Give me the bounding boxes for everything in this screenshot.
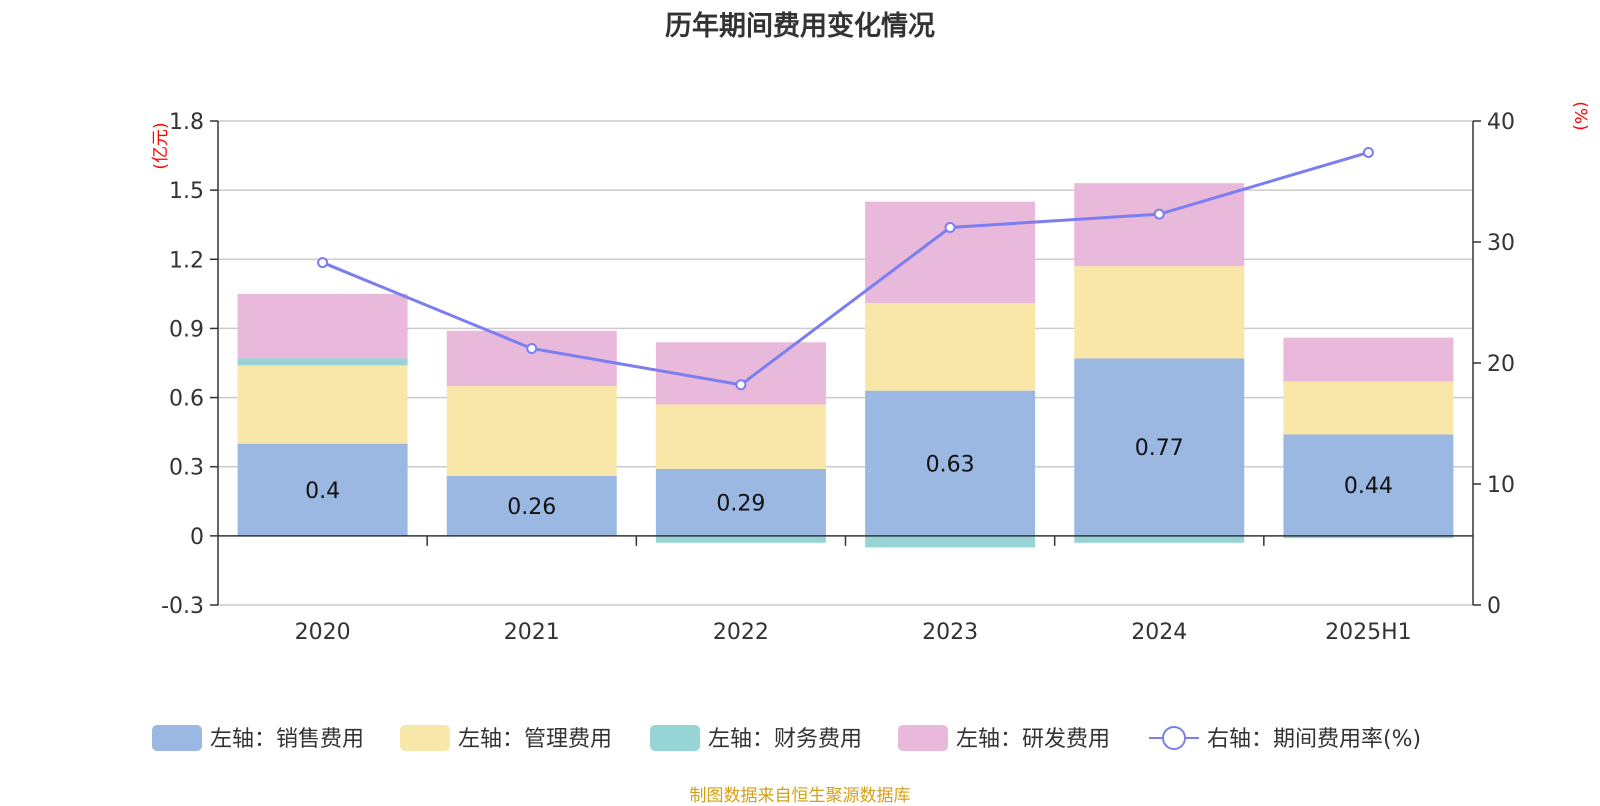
legend-label: 左轴：研发费用 xyxy=(956,727,1110,752)
rate-point xyxy=(317,257,329,269)
bar-segment xyxy=(446,386,617,476)
bar-segment xyxy=(865,201,1036,304)
category-label: 2020 xyxy=(295,620,351,645)
category-label: 2021 xyxy=(504,620,560,645)
legend-point-swatch xyxy=(1162,726,1186,750)
source-note: 制图数据来自恒生聚源数据库 xyxy=(689,786,911,806)
right-tick-label: 10 xyxy=(1487,473,1515,498)
bar-segment xyxy=(655,535,826,543)
legend-swatch xyxy=(152,725,202,751)
right-tick-label: 30 xyxy=(1487,231,1515,256)
right-tick-label: 20 xyxy=(1487,352,1515,377)
bar-segment xyxy=(865,303,1036,391)
left-tick-label: 1.5 xyxy=(169,179,204,204)
data-label: 0.77 xyxy=(1135,436,1184,461)
right-tick-label: 0 xyxy=(1487,594,1501,619)
legend: 左轴：销售费用 左轴：管理费用 左轴：财务费用 左轴：研发费用 右轴：期间费用率(%) xyxy=(152,725,1421,752)
left-tick-label: -0.3 xyxy=(161,594,204,619)
data-label: 0.4 xyxy=(305,479,340,504)
bar-segment xyxy=(655,404,826,470)
legend-swatch xyxy=(898,725,948,751)
right-axis-unit: (%) xyxy=(1570,101,1590,130)
left-tick-label: 1.8 xyxy=(169,110,204,135)
grid-layer xyxy=(218,120,1473,606)
data-label: 0.63 xyxy=(926,452,975,477)
rate-point xyxy=(944,221,956,233)
legend-label: 左轴：财务费用 xyxy=(708,727,862,752)
bar-segment xyxy=(446,475,617,536)
rate-point xyxy=(1362,146,1374,158)
left-tick-label: 0 xyxy=(190,525,204,550)
bar-segment xyxy=(1283,381,1454,435)
left-tick-label: 0.6 xyxy=(169,387,204,412)
chart-title: 历年期间费用变化情况 xyxy=(665,11,935,42)
bar-segment xyxy=(1074,535,1245,543)
legend-label: 左轴：管理费用 xyxy=(458,727,612,752)
bar-segment xyxy=(237,358,408,366)
bar-segment xyxy=(655,469,826,536)
bar-segment xyxy=(1283,337,1454,382)
rate-point xyxy=(735,379,747,391)
bar-segment xyxy=(237,293,408,359)
legend-swatch xyxy=(400,725,450,751)
left-axis-unit: (亿元) xyxy=(151,122,171,169)
bar-segment xyxy=(1283,434,1454,536)
bar-segment xyxy=(237,365,408,444)
data-label: 0.26 xyxy=(507,495,556,520)
left-tick-label: 1.2 xyxy=(169,248,204,273)
rate-point xyxy=(1153,208,1165,220)
left-tick-label: 0.9 xyxy=(169,317,204,342)
bar-segment xyxy=(1074,266,1245,359)
left-tick-label: 0.3 xyxy=(169,456,204,481)
bar-segment xyxy=(655,342,826,405)
data-label: 0.44 xyxy=(1344,474,1393,499)
legend-swatch xyxy=(650,725,700,751)
axis-layer: 1.8 1.5 1.2 0.9 0.6 0.3 0 -0.3 40 30 20 10 0 (亿元) (%) 2… xyxy=(151,101,1590,645)
bar-segment xyxy=(237,443,408,536)
bar-segment xyxy=(865,390,1036,536)
bar-segment xyxy=(1283,535,1454,539)
bar-layer xyxy=(237,183,1454,548)
legend-label: 左轴：销售费用 xyxy=(210,727,364,752)
category-label: 2022 xyxy=(713,620,769,645)
rate-line xyxy=(322,151,1369,387)
bar-segment xyxy=(865,535,1036,548)
category-label: 2025H1 xyxy=(1325,620,1412,645)
right-tick-label: 40 xyxy=(1487,110,1515,135)
label-layer: 0.4 0.26 0.29 0.63 0.77 0.44 xyxy=(305,436,1393,520)
line-layer xyxy=(317,146,1374,391)
rate-point xyxy=(526,342,538,354)
category-label: 2024 xyxy=(1131,620,1187,645)
category-label: 2023 xyxy=(922,620,978,645)
data-label: 0.29 xyxy=(716,491,765,516)
bar-segment xyxy=(1074,358,1245,536)
legend-label: 右轴：期间费用率(%) xyxy=(1207,727,1421,752)
